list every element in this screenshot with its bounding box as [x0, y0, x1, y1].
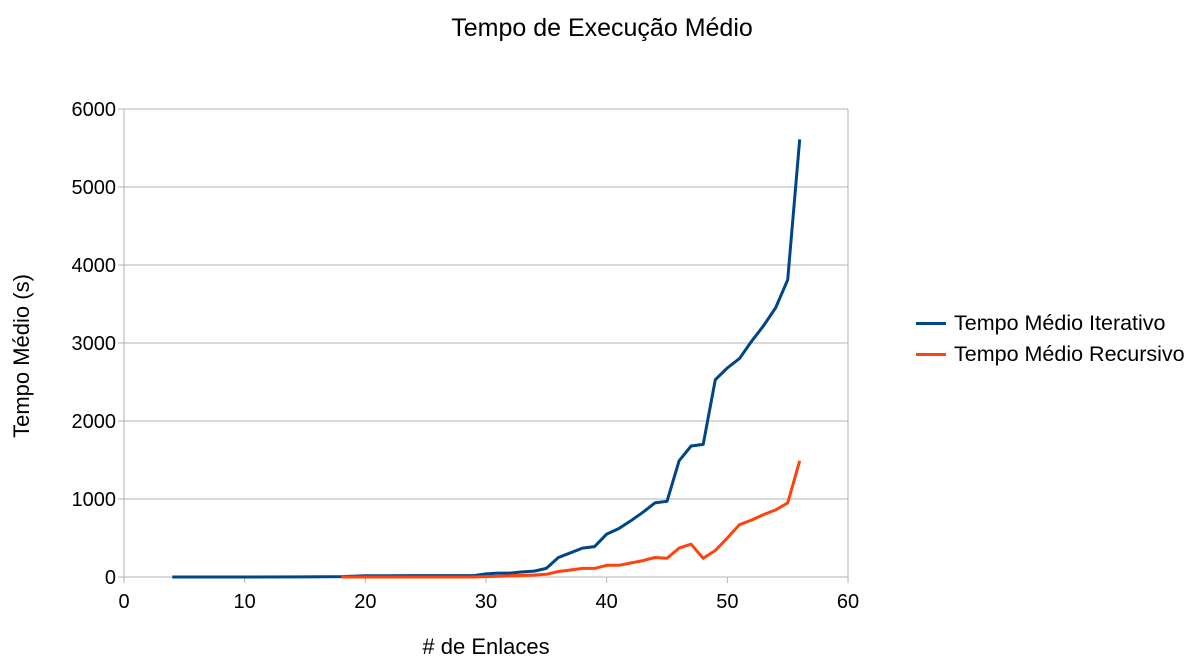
y-tick-label: 3000	[72, 333, 117, 355]
gridlines	[124, 108, 848, 578]
legend-label-recursivo: Tempo Médio Recursivo	[954, 342, 1185, 366]
y-axis-label: Tempo Médio (s)	[9, 274, 34, 438]
legend: Tempo Médio Iterativo Tempo Médio Recurs…	[916, 308, 1185, 370]
x-tick-label: 60	[837, 591, 859, 613]
x-tick-labels: 0 10 20 30 40 50 60	[118, 591, 859, 613]
y-tick-label: 1000	[72, 489, 117, 511]
y-tick-label: 6000	[72, 99, 117, 121]
x-tick-label: 10	[234, 591, 256, 613]
x-tick-label: 30	[475, 591, 497, 613]
legend-item-recursivo: Tempo Médio Recursivo	[916, 339, 1185, 370]
x-tick-label: 40	[596, 591, 618, 613]
x-tick-label: 20	[354, 591, 376, 613]
x-axis-label: # de Enlaces	[422, 634, 550, 659]
axes	[118, 108, 849, 583]
x-tick-label: 0	[118, 591, 129, 613]
series-lines	[172, 139, 802, 579]
y-tick-label: 2000	[72, 411, 117, 433]
legend-swatch-iterativo	[916, 322, 946, 325]
y-tick-label: 5000	[72, 177, 117, 199]
y-tick-label: 0	[105, 567, 116, 589]
y-tick-labels: 0 1000 2000 3000 4000 5000 6000	[72, 99, 117, 589]
legend-swatch-recursivo	[916, 353, 946, 356]
legend-label-iterativo: Tempo Médio Iterativo	[954, 311, 1166, 335]
y-tick-label: 4000	[72, 255, 117, 277]
series-line-0	[172, 139, 802, 579]
x-tick-label: 50	[716, 591, 738, 613]
chart-title: Tempo de Execução Médio	[451, 14, 753, 42]
legend-item-iterativo: Tempo Médio Iterativo	[916, 308, 1185, 339]
series-line-1	[341, 460, 802, 579]
